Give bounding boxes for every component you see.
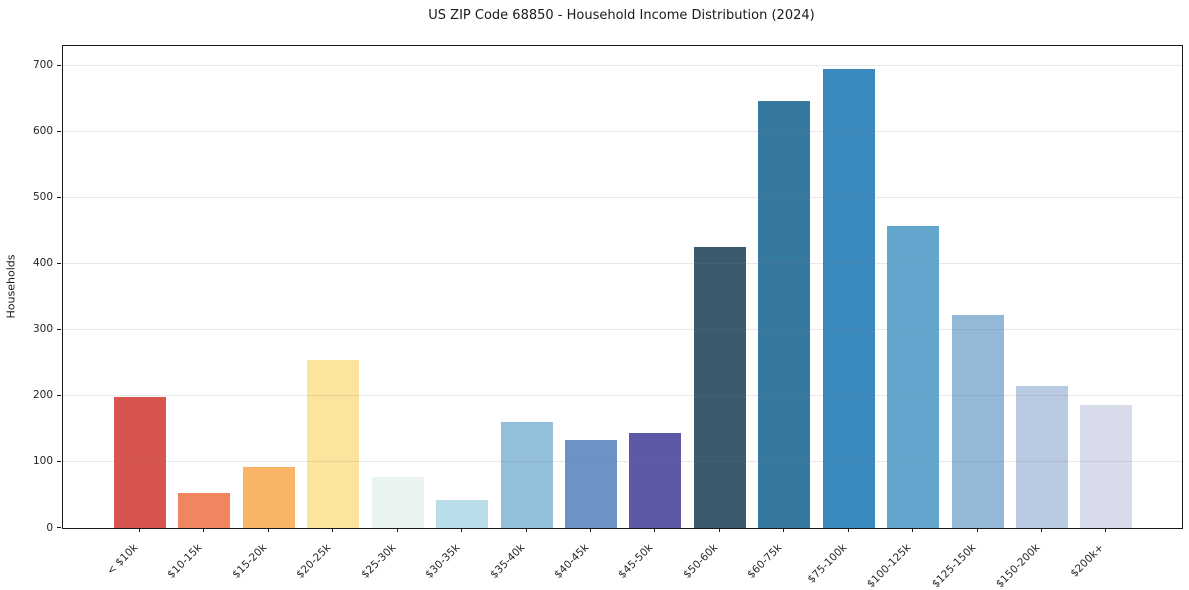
y-tick-mark-500 [57,196,61,198]
bar-10k [114,397,166,528]
gridline-y200 [63,394,1182,396]
x-tick-mark-10 [783,528,785,532]
x-tick-label-1: $10-15k [165,541,205,581]
gridline-y400 [63,262,1182,264]
y-tick-mark-200 [57,394,61,396]
y-tick-label-600: 600 [32,125,53,138]
x-tick-mark-8 [654,528,656,532]
x-tick-label-7: $40-45k [552,541,592,581]
y-tick-label-300: 300 [32,323,53,336]
x-tick-mark-9 [718,528,720,532]
x-tick-label-5: $30-35k [423,541,463,581]
y-tick-mark-300 [57,328,61,330]
x-tick-label-13: $125-150k [929,541,978,590]
y-tick-mark-400 [57,262,61,264]
bar-15-20k [242,466,295,528]
x-tick-mark-6 [525,528,527,532]
x-tick-mark-4 [396,528,398,532]
x-tick-label-14: $150-200k [993,541,1043,590]
x-tick-label-9: $50-60k [681,541,721,581]
chart-title: US ZIP Code 68850 - Household Income Dis… [428,8,815,23]
x-tick-label-12: $100-125k [864,541,914,590]
bar-10-15k [178,493,231,528]
x-tick-mark-11 [847,528,849,532]
gridline-y500 [63,196,1182,198]
y-tick-mark-0 [57,527,61,528]
bar-100-125k [887,226,940,528]
x-tick-mark-14 [1041,528,1043,532]
x-tick-label-2: $15-20k [230,541,270,581]
bar-25-30k [371,477,424,528]
x-tick-label-3: $20-25k [294,541,334,581]
x-tick-mark-13 [976,528,978,532]
y-tick-label-500: 500 [32,191,53,204]
gridline-y600 [63,130,1182,132]
bar-20-25k [307,360,360,528]
gridline-y300 [63,328,1182,330]
bar-125-150k [951,315,1004,528]
x-tick-mark-7 [590,528,591,532]
bar-30-35k [436,499,489,528]
y-tick-label-0: 0 [46,521,53,534]
x-tick-mark-1 [203,528,205,532]
bar-150-200k [1016,386,1069,528]
y-tick-mark-100 [57,460,61,462]
x-tick-label-0: < $10k [104,541,141,578]
gridline-y100 [63,460,1182,462]
bar-45-50k [629,432,682,528]
x-tick-mark-0 [139,528,140,532]
x-tick-label-15: $200k+ [1068,541,1107,580]
plot-area [62,45,1183,529]
x-tick-mark-2 [267,528,269,532]
x-tick-label-6: $35-40k [487,541,527,581]
gridline-y700 [63,64,1182,66]
bar-200k [1080,404,1133,528]
y-tick-mark-600 [57,130,61,132]
y-tick-label-700: 700 [32,59,53,72]
x-tick-mark-12 [912,528,914,532]
x-tick-label-4: $25-30k [358,541,398,581]
bar-35-40k [500,422,553,528]
bar-40-45k [565,440,617,528]
bar-75-100k [822,69,875,528]
x-tick-mark-15 [1105,528,1107,532]
x-tick-label-8: $45-50k [616,541,656,581]
x-tick-label-11: $75-100k [805,541,849,586]
y-tick-label-200: 200 [32,389,53,402]
y-axis-label: Households [4,254,18,319]
bar-60-75k [758,101,811,528]
bar-50-60k [693,247,746,528]
x-tick-label-10: $60-75k [745,541,785,581]
x-tick-mark-5 [461,528,463,532]
y-tick-label-100: 100 [32,455,53,468]
y-tick-label-400: 400 [32,257,53,270]
y-tick-mark-700 [57,64,61,66]
x-tick-mark-3 [332,528,334,532]
